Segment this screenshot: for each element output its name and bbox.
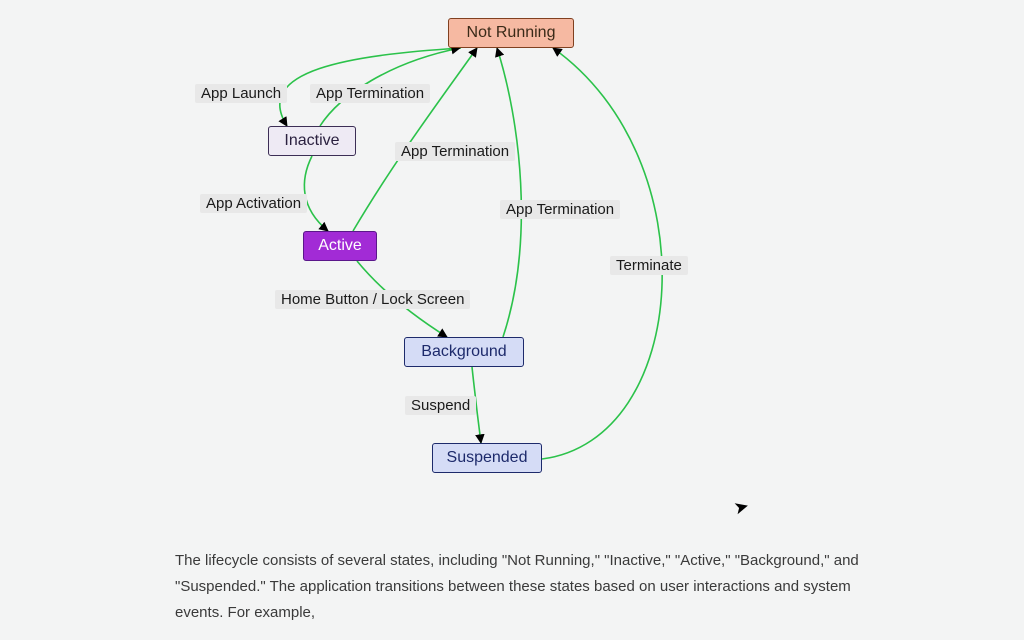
edge-label-suspend: Suspend bbox=[405, 396, 476, 415]
node-active: Active bbox=[303, 231, 377, 261]
caption-text: The lifecycle consists of several states… bbox=[175, 548, 875, 626]
edge-label-app_activation: App Activation bbox=[200, 194, 307, 213]
caption-line: The lifecycle consists of several states… bbox=[175, 552, 859, 621]
edge-2 bbox=[304, 156, 328, 231]
node-background: Background bbox=[404, 337, 524, 367]
edge-label-app_term_2: App Termination bbox=[395, 142, 515, 161]
edge-label-terminate: Terminate bbox=[610, 256, 688, 275]
node-suspended: Suspended bbox=[432, 443, 542, 473]
edge-7 bbox=[542, 48, 662, 459]
node-not_running: Not Running bbox=[448, 18, 574, 48]
diagram-edges bbox=[0, 0, 1024, 640]
edge-label-app_term_3: App Termination bbox=[500, 200, 620, 219]
edge-3 bbox=[353, 48, 477, 231]
node-inactive: Inactive bbox=[268, 126, 356, 156]
diagram-stage: Not Running Inactive Active Background Suspe… bbox=[0, 0, 1024, 640]
edge-5 bbox=[497, 48, 521, 337]
mouse-cursor-icon: ➤ bbox=[732, 495, 752, 519]
edge-label-home_lock: Home Button / Lock Screen bbox=[275, 290, 470, 309]
edge-label-app_launch: App Launch bbox=[195, 84, 287, 103]
edge-label-app_term_1: App Termination bbox=[310, 84, 430, 103]
